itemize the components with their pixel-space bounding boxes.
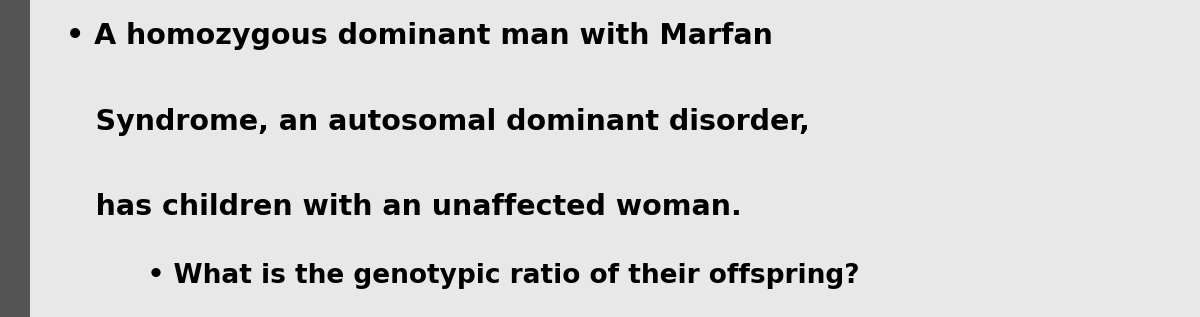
Text: has children with an unaffected woman.: has children with an unaffected woman. (66, 193, 742, 221)
Text: • What is the genotypic ratio of their offspring?: • What is the genotypic ratio of their o… (102, 263, 859, 289)
Text: • A homozygous dominant man with Marfan: • A homozygous dominant man with Marfan (66, 22, 773, 50)
Text: Syndrome, an autosomal dominant disorder,: Syndrome, an autosomal dominant disorder… (66, 108, 810, 136)
Bar (0, 0, 30, 317)
